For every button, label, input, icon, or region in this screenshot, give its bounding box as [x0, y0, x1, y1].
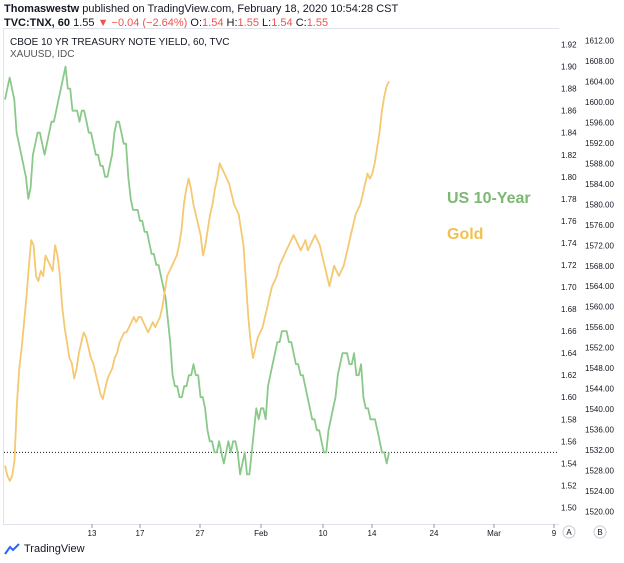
author-name: Thomaswestw — [4, 3, 80, 15]
chart-frame[interactable] — [3, 28, 559, 525]
time-tick-label: 24 — [430, 529, 439, 538]
gold-axis: 1612.00 1608.00 1604.00 1600.00 1596.00 1592.… — [585, 36, 614, 516]
publish-date: published on TradingView.com, February 1… — [82, 3, 399, 15]
quote-line: TVC:TNX, 60 1.55 ▼ −0.04 (−2.64%) O:1.54… — [4, 17, 328, 29]
yield-tick-label: 1.50 — [561, 503, 577, 512]
gold-tick-label: 1580.00 — [585, 200, 614, 209]
last-price: 1.55 — [73, 17, 95, 29]
yield-tick-label: 1.70 — [561, 283, 577, 292]
gold-tick-label: 1540.00 — [585, 405, 614, 414]
axis-button-circle[interactable] — [593, 525, 607, 539]
yield-tick-label: 1.62 — [561, 371, 577, 380]
change-value: ▼ −0.04 (−2.64%) — [98, 17, 188, 29]
yield-tick-label: 1.80 — [561, 173, 577, 182]
gold-tick-label: 1560.00 — [585, 303, 614, 312]
gold-tick-label: 1536.00 — [585, 426, 614, 435]
low-value: 1.54 — [271, 17, 293, 29]
axis-button-label[interactable]: B — [597, 528, 602, 537]
open-label: O: — [190, 17, 203, 29]
gold-tick-label: 1520.00 — [585, 508, 614, 517]
footer: TradingView — [4, 543, 85, 555]
secondary-series-title: XAUUSD, IDC — [10, 49, 75, 60]
close-value: 1.55 — [306, 17, 329, 29]
gold-tick-label: 1600.00 — [585, 98, 614, 107]
time-tick-label: 14 — [368, 529, 377, 538]
time-tick-label: 27 — [196, 529, 205, 538]
time-tick-label: 17 — [136, 529, 145, 538]
yield-tick-label: 1.92 — [561, 41, 577, 50]
yield-tick-label: 1.78 — [561, 195, 577, 204]
yield-tick-label: 1.56 — [561, 437, 577, 446]
symbol-label: TVC:TNX, 60 — [4, 17, 71, 29]
close-label: C: — [295, 17, 307, 29]
gold-tick-label: 1588.00 — [585, 159, 614, 168]
time-tick-label: 9 — [552, 529, 557, 538]
axis-button-circle[interactable] — [562, 525, 576, 539]
gold-tick-label: 1548.00 — [585, 364, 614, 373]
gold-tick-label: 1576.00 — [585, 221, 614, 230]
gold-tick-label: 1532.00 — [585, 446, 614, 455]
gold-tick-label: 1612.00 — [585, 36, 614, 45]
axis-button-label[interactable]: A — [566, 528, 572, 537]
down-arrow-icon: ▼ — [97, 17, 109, 29]
gold-tick-label: 1608.00 — [585, 57, 614, 66]
low-label: L: — [262, 17, 272, 29]
gold-tick-label: 1592.00 — [585, 139, 614, 148]
yield-tick-label: 1.88 — [561, 85, 577, 94]
yield-axis: 1.92 1.90 1.88 1.86 1.84 1.82 1.80 1.78 1.76 1.74… — [561, 41, 577, 513]
gold-tick-label: 1528.00 — [585, 467, 614, 476]
gold-tick-label: 1572.00 — [585, 241, 614, 250]
gold-tick-label: 1544.00 — [585, 385, 614, 394]
high-label: H: — [226, 17, 238, 29]
yield-tick-label: 1.90 — [561, 63, 577, 72]
time-tick-label: 10 — [319, 529, 328, 538]
yield-tick-label: 1.82 — [561, 151, 577, 160]
publish-info: Thomaswestw published on TradingView.com… — [4, 3, 398, 15]
gold-tick-label: 1524.00 — [585, 487, 614, 496]
yield-tick-label: 1.58 — [561, 415, 577, 424]
change-text: −0.04 (−2.64%) — [111, 17, 188, 29]
yield-tick-label: 1.60 — [561, 393, 577, 402]
yield-tick-label: 1.72 — [561, 261, 577, 270]
time-tick-label: Mar — [487, 529, 501, 538]
yield-tick-label: 1.74 — [561, 239, 577, 248]
high-value: 1.55 — [237, 17, 259, 29]
footer-brand: TradingView — [24, 543, 85, 555]
time-tick-label: Feb — [254, 529, 268, 538]
yield-tick-label: 1.52 — [561, 481, 577, 490]
gold-tick-label: 1584.00 — [585, 180, 614, 189]
yield-tick-label: 1.66 — [561, 327, 577, 336]
yield-tick-label: 1.68 — [561, 305, 577, 314]
time-axis: 13 17 27 Feb 10 14 24 Mar 9 — [88, 524, 557, 538]
main-series-title: CBOE 10 YR TREASURY NOTE YIELD, 60, TVC — [10, 37, 230, 48]
yield-tick-label: 1.64 — [561, 349, 577, 358]
gold-tick-label: 1564.00 — [585, 282, 614, 291]
yield-tick-label: 1.86 — [561, 107, 577, 116]
gold-tick-label: 1556.00 — [585, 323, 614, 332]
tradingview-logo-icon — [4, 543, 20, 555]
gold-tick-label: 1596.00 — [585, 118, 614, 127]
open-value: 1.54 — [202, 17, 224, 29]
time-tick-label: 13 — [88, 529, 97, 538]
yield-tick-label: 1.54 — [561, 459, 577, 468]
gold-tick-label: 1568.00 — [585, 262, 614, 271]
yield-tick-label: 1.84 — [561, 129, 577, 138]
gold-tick-label: 1604.00 — [585, 77, 614, 86]
yield-tick-label: 1.76 — [561, 217, 577, 226]
gold-tick-label: 1552.00 — [585, 344, 614, 353]
